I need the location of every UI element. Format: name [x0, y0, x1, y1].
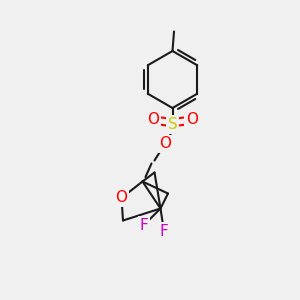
Text: O: O: [116, 190, 128, 206]
Text: O: O: [159, 136, 171, 152]
Text: F: F: [159, 224, 168, 238]
Text: S: S: [168, 117, 177, 132]
Text: O: O: [186, 112, 198, 127]
Text: O: O: [147, 112, 159, 127]
Text: F: F: [140, 218, 148, 232]
